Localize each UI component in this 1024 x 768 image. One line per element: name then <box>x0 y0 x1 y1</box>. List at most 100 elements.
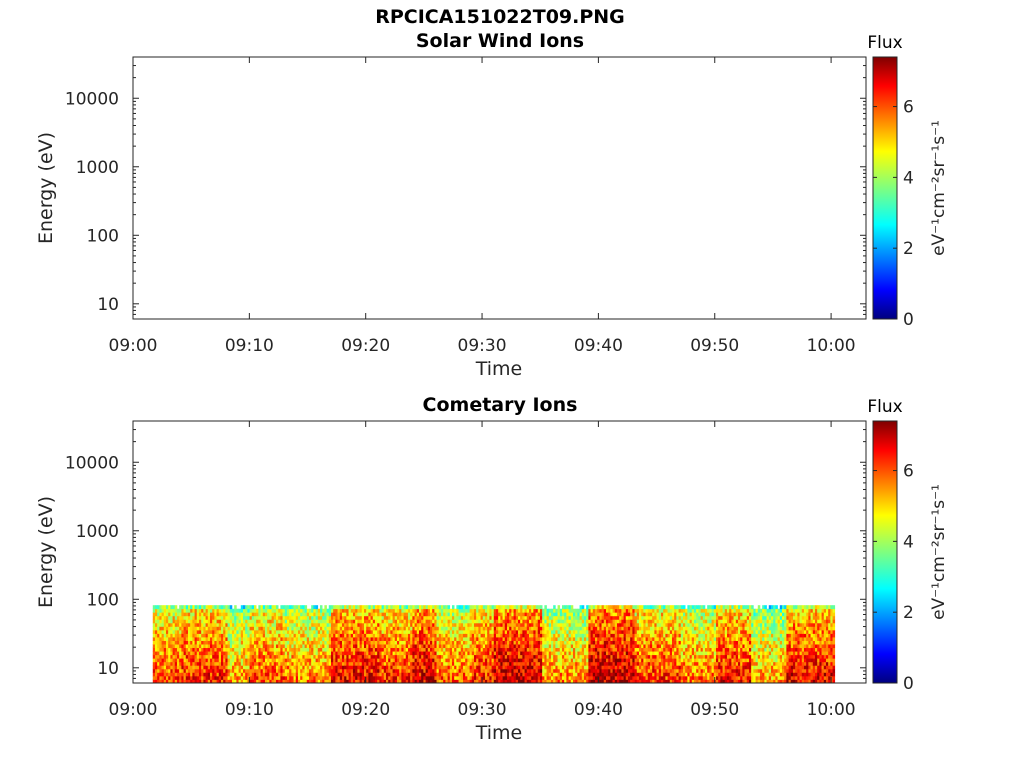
spectrogram-cell <box>559 644 563 649</box>
spectrogram-cell <box>493 608 497 613</box>
spectrogram-cell <box>557 626 561 631</box>
spectrogram-cell <box>432 647 435 652</box>
spectrogram-cell <box>212 640 215 645</box>
spectrogram-cell <box>553 644 556 649</box>
spectrogram-cell <box>581 615 585 620</box>
spectrogram-cell <box>583 661 587 666</box>
spectrogram-cell <box>253 633 257 638</box>
spectrogram-cell <box>291 608 294 613</box>
spectrogram-cell <box>566 637 569 641</box>
spectrogram-cell <box>603 644 607 649</box>
spectrogram-cell <box>526 679 530 683</box>
spectrogram-cell <box>451 675 455 680</box>
spectrogram-cell <box>579 622 583 627</box>
spectrogram-cell <box>438 661 442 666</box>
spectrogram-cell <box>372 640 376 645</box>
spectrogram-cell <box>302 629 305 634</box>
spectrogram-cell <box>152 619 156 624</box>
spectrogram-cell <box>179 615 182 620</box>
spectrogram-cell <box>535 637 539 641</box>
spectrogram-cell <box>185 661 189 666</box>
spectrogram-cell <box>216 612 220 617</box>
spectrogram-cell <box>434 679 437 683</box>
spectrogram-cell <box>599 654 602 659</box>
spectrogram-cell <box>597 665 600 670</box>
spectrogram-cell <box>418 658 422 663</box>
spectrogram-cell <box>577 615 580 620</box>
spectrogram-cell <box>542 675 545 680</box>
spectrogram-cell <box>311 654 314 659</box>
spectrogram-cell <box>561 640 565 645</box>
spectrogram-cell <box>370 651 374 656</box>
spectrogram-cell <box>190 644 193 649</box>
spectrogram-cell <box>548 665 552 670</box>
spectrogram-cell <box>601 672 605 677</box>
spectrogram-cell <box>212 626 215 631</box>
spectrogram-cell <box>163 619 167 624</box>
spectrogram-cell <box>383 679 387 683</box>
spectrogram-cell <box>608 622 611 627</box>
spectrogram-cell <box>522 679 525 683</box>
spectrogram-cell <box>427 654 431 659</box>
spectrogram-cell <box>528 629 532 634</box>
spectrogram-cell <box>605 619 609 624</box>
spectrogram-cell <box>531 615 534 620</box>
spectrogram-cell <box>324 675 327 680</box>
spectrogram-cell <box>568 608 572 613</box>
spectrogram-cell <box>500 629 503 634</box>
spectrogram-cell <box>561 626 565 631</box>
spectrogram-cell <box>601 661 605 666</box>
spectrogram-cell <box>317 640 321 645</box>
spectrogram-cell <box>218 661 222 666</box>
spectrogram-cell <box>216 647 220 652</box>
spectrogram-cell <box>302 658 305 663</box>
spectrogram-cell <box>537 679 541 683</box>
spectrogram-cell <box>511 629 514 634</box>
spectrogram-cell <box>616 672 620 677</box>
spectrogram-cell <box>192 615 195 620</box>
spectrogram-cell <box>271 608 275 613</box>
spectrogram-cell <box>625 644 629 649</box>
spectrogram-cell <box>577 619 580 624</box>
spectrogram-cell <box>194 658 198 663</box>
spectrogram-cell <box>511 626 514 631</box>
spectrogram-cell <box>394 675 398 680</box>
spectrogram-cell <box>399 665 402 670</box>
spectrogram-cell <box>557 647 561 652</box>
spectrogram-cell <box>194 651 198 656</box>
spectrogram-cell <box>346 665 349 670</box>
spectrogram-cell <box>432 672 435 677</box>
spectrogram-cell <box>614 608 618 613</box>
spectrogram-cell <box>381 668 385 673</box>
spectrogram-cell <box>383 615 387 620</box>
spectrogram-cell <box>515 637 519 641</box>
spectrogram-cell <box>454 608 457 613</box>
spectrogram-cell <box>176 615 180 620</box>
spectrogram-cell <box>341 633 345 638</box>
spectrogram-cell <box>379 619 382 624</box>
spectrogram-cell <box>377 619 380 624</box>
spectrogram-cell <box>278 675 281 680</box>
spectrogram-cell <box>588 626 591 631</box>
spectrogram-cell <box>227 668 231 673</box>
spectrogram-cell <box>548 679 552 683</box>
spectrogram-cell <box>220 668 224 673</box>
spectrogram-cell <box>579 672 583 677</box>
spectrogram-cell <box>242 665 246 670</box>
spectrogram-cell <box>337 665 341 670</box>
spectrogram-cell <box>443 608 446 613</box>
spectrogram-cell <box>260 679 264 683</box>
spectrogram-cell <box>522 672 525 677</box>
spectrogram-cell <box>414 605 418 610</box>
spectrogram-cell <box>227 608 231 613</box>
spectrogram-cell <box>445 654 448 659</box>
spectrogram-cell <box>399 654 402 659</box>
spectrogram-cell <box>487 619 490 624</box>
spectrogram-cell <box>491 651 495 656</box>
spectrogram-cell <box>289 605 292 610</box>
spectrogram-cell <box>377 672 380 677</box>
spectrogram-cell <box>280 658 283 663</box>
spectrogram-cell <box>355 665 358 670</box>
spectrogram-cell <box>157 633 160 638</box>
spectrogram-cell <box>269 626 272 631</box>
